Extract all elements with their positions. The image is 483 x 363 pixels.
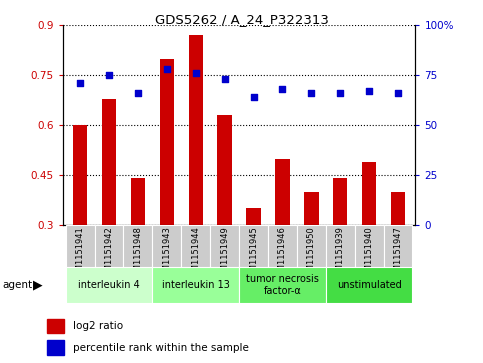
Text: GSM1151949: GSM1151949: [220, 226, 229, 282]
Text: tumor necrosis
factor-α: tumor necrosis factor-α: [246, 274, 319, 296]
Bar: [275, 159, 290, 225]
Text: percentile rank within the sample: percentile rank within the sample: [72, 343, 249, 352]
Point: [394, 90, 402, 96]
Bar: [152, 267, 239, 303]
Text: interleukin 4: interleukin 4: [78, 280, 140, 290]
Bar: [47, 319, 64, 333]
Text: GSM1151947: GSM1151947: [394, 226, 402, 282]
Bar: [355, 225, 384, 267]
Bar: [102, 99, 116, 225]
Point: [221, 76, 228, 82]
Text: GSM1151942: GSM1151942: [104, 226, 114, 282]
Bar: [159, 59, 174, 225]
Bar: [66, 267, 152, 303]
Bar: [268, 225, 297, 267]
Bar: [95, 225, 124, 267]
Text: GSM1151941: GSM1151941: [76, 226, 85, 282]
Bar: [304, 192, 319, 225]
Text: GDS5262 / A_24_P322313: GDS5262 / A_24_P322313: [155, 13, 328, 26]
Bar: [217, 115, 232, 225]
Bar: [181, 225, 210, 267]
Text: GSM1151948: GSM1151948: [133, 226, 142, 282]
Bar: [73, 125, 87, 225]
Bar: [188, 35, 203, 225]
Bar: [297, 225, 326, 267]
Text: agent: agent: [2, 280, 32, 290]
Text: GSM1151940: GSM1151940: [365, 226, 374, 282]
Bar: [239, 225, 268, 267]
Bar: [326, 225, 355, 267]
Text: interleukin 13: interleukin 13: [162, 280, 230, 290]
Text: GSM1151943: GSM1151943: [162, 226, 171, 282]
Text: log2 ratio: log2 ratio: [72, 321, 123, 331]
Bar: [333, 179, 347, 225]
Bar: [152, 225, 181, 267]
Point: [105, 72, 113, 78]
Bar: [210, 225, 239, 267]
Bar: [239, 267, 326, 303]
Point: [134, 90, 142, 96]
Point: [279, 86, 286, 92]
Text: GSM1151939: GSM1151939: [336, 226, 345, 282]
Point: [308, 90, 315, 96]
Bar: [326, 267, 412, 303]
Point: [163, 66, 170, 72]
Bar: [66, 225, 95, 267]
Point: [192, 70, 199, 76]
Text: GSM1151944: GSM1151944: [191, 226, 200, 282]
Bar: [131, 179, 145, 225]
Bar: [362, 162, 376, 225]
Text: GSM1151945: GSM1151945: [249, 226, 258, 282]
Point: [76, 80, 84, 86]
Text: GSM1151950: GSM1151950: [307, 226, 316, 282]
Text: unstimulated: unstimulated: [337, 280, 401, 290]
Bar: [391, 192, 405, 225]
Bar: [47, 340, 64, 355]
Bar: [246, 208, 261, 225]
Point: [336, 90, 344, 96]
Text: GSM1151946: GSM1151946: [278, 226, 287, 282]
Bar: [384, 225, 412, 267]
Point: [250, 94, 257, 100]
Point: [365, 88, 373, 94]
Text: ▶: ▶: [33, 278, 43, 291]
Bar: [124, 225, 152, 267]
